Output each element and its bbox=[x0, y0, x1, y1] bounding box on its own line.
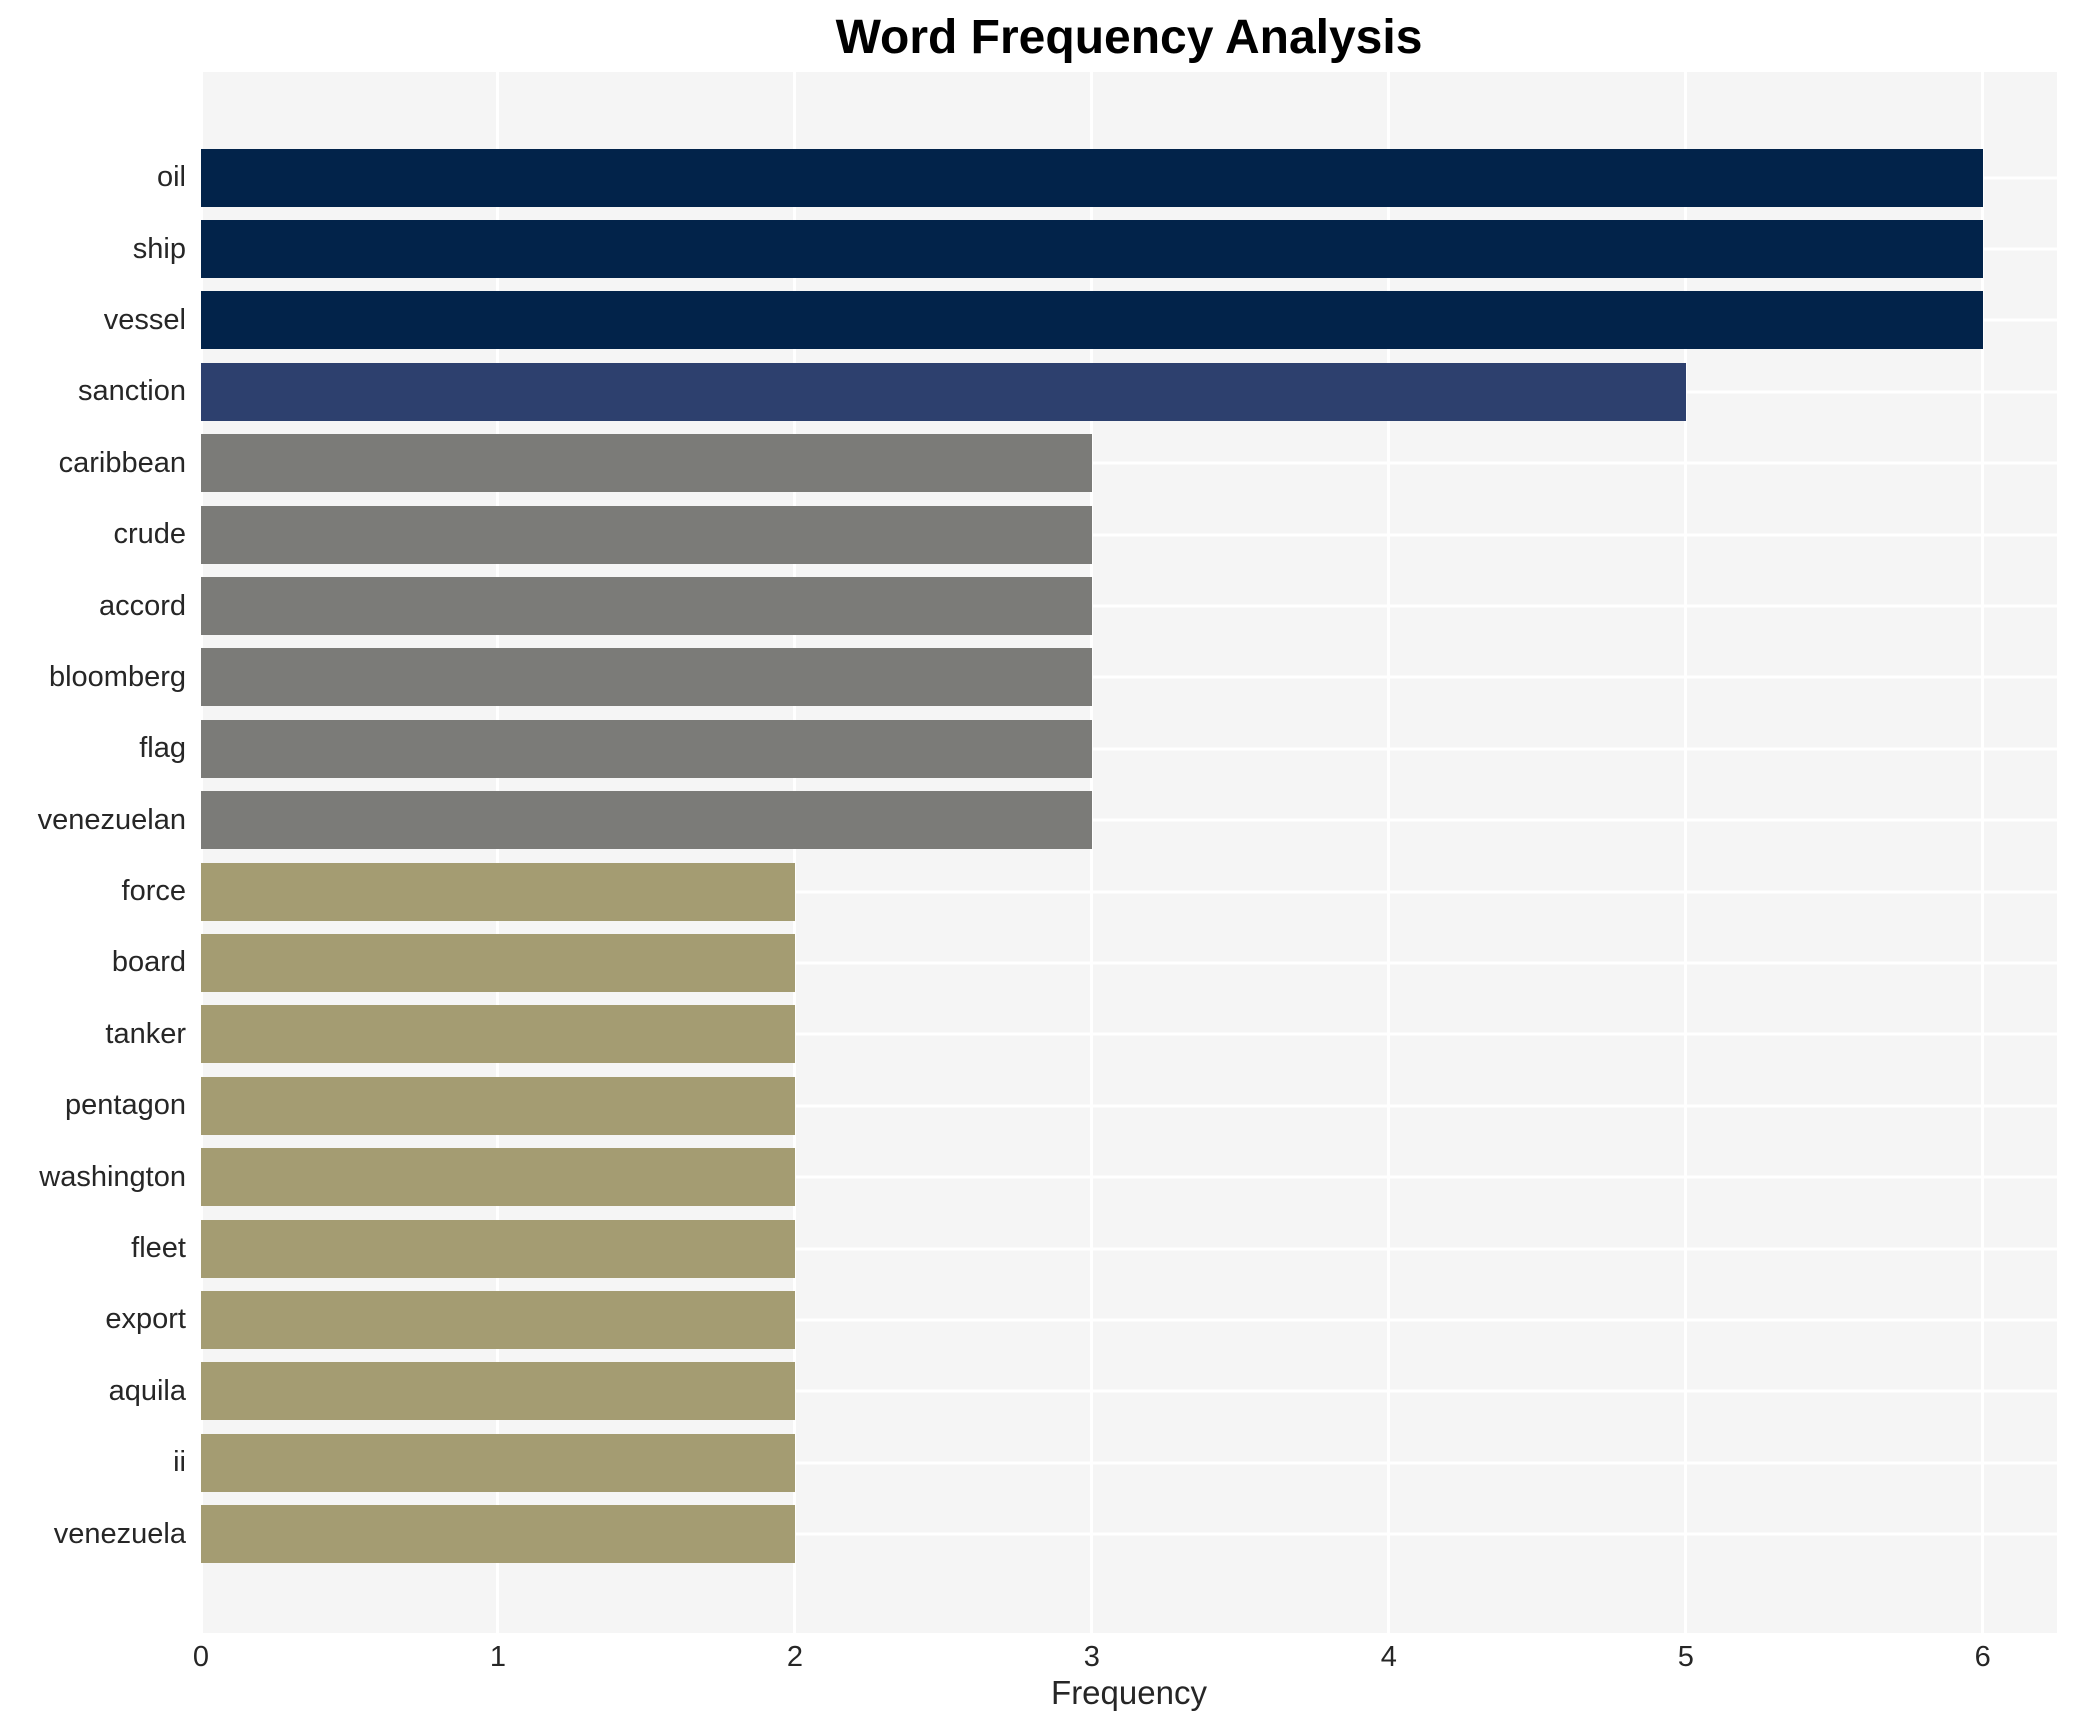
x-gridline bbox=[1387, 72, 1391, 1633]
bar-row bbox=[201, 1070, 2057, 1141]
bar-row bbox=[201, 856, 2057, 927]
category-label: crude bbox=[113, 518, 186, 551]
x-gridline bbox=[1981, 72, 1985, 1633]
category-label: fleet bbox=[131, 1232, 186, 1265]
x-tick-label: 2 bbox=[786, 1641, 803, 1673]
category-label: venezuela bbox=[53, 1517, 186, 1550]
frequency-bar bbox=[201, 862, 795, 921]
frequency-bar bbox=[201, 1005, 795, 1064]
y-gridline bbox=[201, 1389, 2057, 1393]
y-gridline bbox=[201, 818, 2057, 822]
category-label: tanker bbox=[105, 1017, 186, 1050]
frequency-bar bbox=[201, 1433, 795, 1492]
x-tick-label: 4 bbox=[1380, 1641, 1397, 1673]
y-gridline bbox=[201, 890, 2057, 894]
bar-rows bbox=[201, 142, 2057, 1570]
x-tick-label: 5 bbox=[1677, 1641, 1694, 1673]
bar-row bbox=[201, 428, 2057, 499]
bar-row bbox=[201, 570, 2057, 641]
y-gridline bbox=[201, 1461, 2057, 1465]
frequency-bar bbox=[201, 291, 1983, 350]
x-tick-label: 6 bbox=[1974, 1641, 1991, 1673]
frequency-bar bbox=[201, 1148, 795, 1207]
x-gridline bbox=[793, 72, 797, 1633]
y-gridline bbox=[201, 1318, 2057, 1322]
bar-row bbox=[201, 927, 2057, 998]
x-gridline bbox=[199, 72, 203, 1633]
x-tick-label: 1 bbox=[489, 1641, 507, 1673]
frequency-bar bbox=[201, 648, 1092, 707]
bar-row bbox=[201, 499, 2057, 570]
y-gridline bbox=[201, 461, 2057, 465]
category-label: board bbox=[111, 946, 186, 979]
bar-row bbox=[201, 999, 2057, 1070]
category-label: oil bbox=[156, 161, 186, 194]
y-axis-category-labels: oil ship vessel sanction caribbean crude accor… bbox=[0, 142, 186, 1570]
frequency-bar bbox=[201, 220, 1983, 279]
x-axis-label: Frequency bbox=[1051, 1674, 1207, 1711]
frequency-bar bbox=[201, 505, 1092, 564]
bar-row bbox=[201, 356, 2057, 427]
y-gridline bbox=[201, 1032, 2057, 1036]
bar-row bbox=[201, 1498, 2057, 1569]
x-gridline bbox=[1090, 72, 1094, 1633]
category-label: ii bbox=[173, 1446, 186, 1479]
bar-row bbox=[201, 1356, 2057, 1427]
bar-row bbox=[201, 1284, 2057, 1355]
bar-row bbox=[201, 1213, 2057, 1284]
frequency-bar bbox=[201, 1219, 795, 1278]
frequency-bar bbox=[201, 434, 1092, 493]
category-label: caribbean bbox=[58, 446, 186, 479]
frequency-bar bbox=[201, 148, 1983, 207]
bar-row bbox=[201, 142, 2057, 213]
bar-row bbox=[201, 642, 2057, 713]
category-label: pentagon bbox=[65, 1089, 186, 1122]
frequency-bar bbox=[201, 933, 795, 992]
category-label: ship bbox=[132, 232, 186, 265]
y-gridline bbox=[201, 1247, 2057, 1251]
category-label: sanction bbox=[77, 375, 186, 408]
bar-row bbox=[201, 213, 2057, 284]
chart-title: Word Frequency Analysis bbox=[835, 11, 1423, 64]
y-gridline bbox=[201, 604, 2057, 608]
frequency-bar bbox=[201, 719, 1092, 778]
frequency-bar bbox=[201, 791, 1092, 850]
x-gridline bbox=[1684, 72, 1688, 1633]
category-label: force bbox=[121, 875, 186, 908]
y-gridline bbox=[201, 1175, 2057, 1179]
x-axis-ticks: 0 1 2 3 4 5 6 bbox=[193, 1641, 2057, 1675]
y-gridline bbox=[201, 1104, 2057, 1108]
x-tick-label: 0 bbox=[192, 1641, 210, 1673]
y-gridline bbox=[201, 533, 2057, 537]
category-label: aquila bbox=[108, 1374, 186, 1407]
category-label: bloomberg bbox=[48, 660, 186, 693]
category-label: washington bbox=[39, 1160, 186, 1193]
x-gridline bbox=[496, 72, 500, 1633]
x-tick-label: 3 bbox=[1083, 1641, 1100, 1673]
y-gridline bbox=[201, 1532, 2057, 1536]
bar-row bbox=[201, 285, 2057, 356]
plot-area bbox=[199, 72, 2057, 1633]
category-label: vessel bbox=[103, 303, 186, 336]
bar-row bbox=[201, 1427, 2057, 1498]
category-label: accord bbox=[98, 589, 186, 622]
frequency-bar bbox=[201, 362, 1686, 421]
bar-row bbox=[201, 1141, 2057, 1212]
category-label: export bbox=[105, 1303, 186, 1336]
frequency-bar bbox=[201, 577, 1092, 636]
frequency-bar bbox=[201, 1076, 795, 1135]
frequency-bar bbox=[201, 1362, 795, 1421]
frequency-bar bbox=[201, 1290, 795, 1349]
frequency-bar bbox=[201, 1505, 795, 1564]
y-gridline bbox=[201, 747, 2057, 751]
y-gridline bbox=[201, 961, 2057, 965]
bar-row bbox=[201, 713, 2057, 784]
category-label: venezuelan bbox=[37, 803, 186, 836]
category-label: flag bbox=[139, 732, 186, 765]
bar-row bbox=[201, 785, 2057, 856]
y-gridline bbox=[201, 675, 2057, 679]
